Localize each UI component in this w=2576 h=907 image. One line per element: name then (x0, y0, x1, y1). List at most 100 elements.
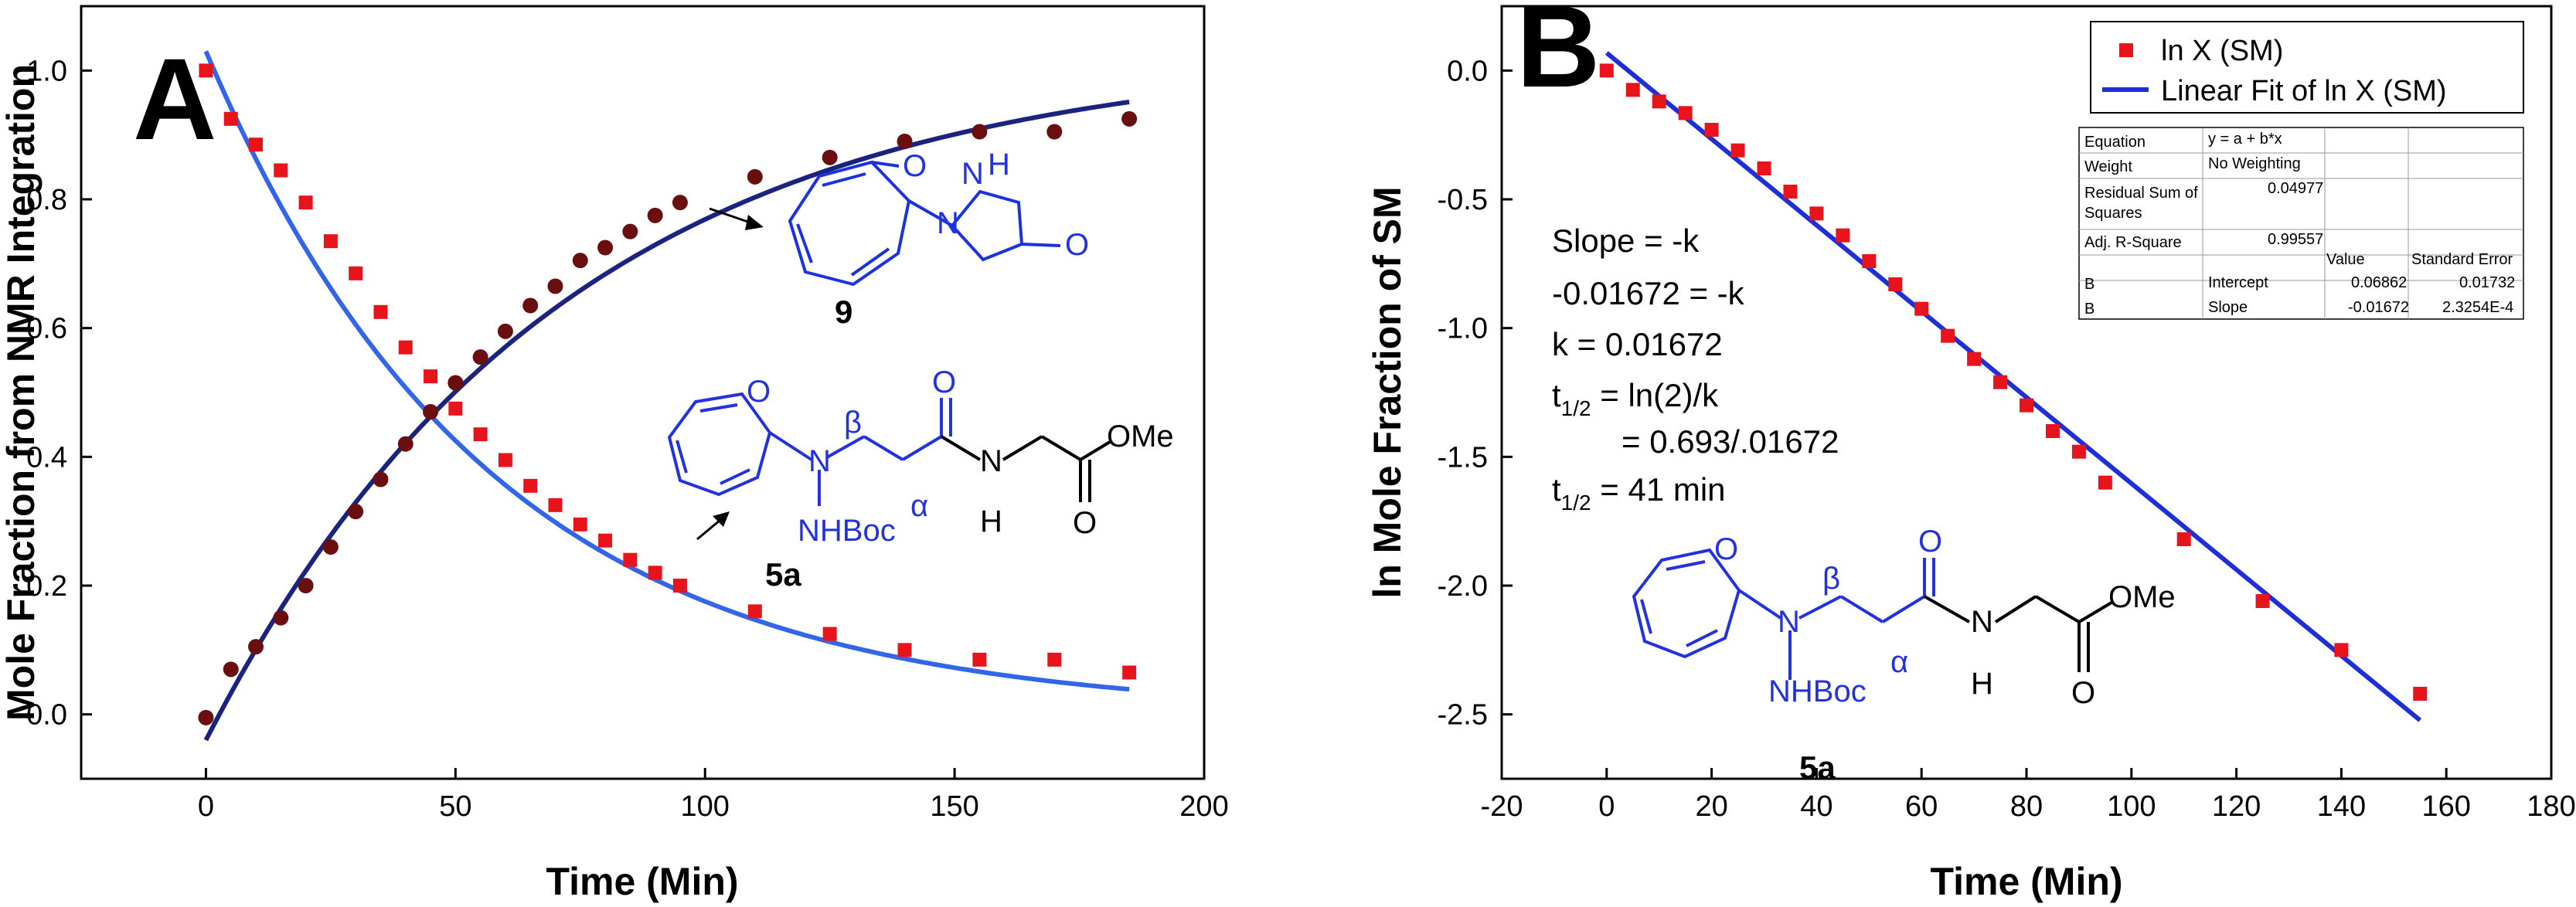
compound-9-structure (788, 160, 1061, 287)
data-point-circle (447, 375, 464, 391)
svg-text:O: O (1073, 506, 1097, 540)
axis-ticks-b: -20 0 20 40 60 80 100 120 140 160 180 -2.5 -2.0 -1.5 -… (1438, 55, 2576, 823)
data-point-circle (597, 239, 614, 256)
data-point-square (972, 652, 987, 667)
x-tick-label: 200 (1179, 790, 1228, 823)
data-point-circle (672, 195, 688, 211)
data-point-square (2045, 424, 2060, 438)
data-point-circle (223, 661, 239, 678)
data-point-circle (198, 709, 214, 725)
data-point-square (1704, 123, 1719, 137)
data-point-circle (1121, 110, 1138, 127)
fit-curve-2 (203, 100, 1130, 742)
y-tick-label: -2.5 (1438, 699, 1488, 732)
svg-text:No Weighting: No Weighting (2208, 155, 2301, 172)
svg-text:N: N (808, 444, 831, 478)
y-tick-label: 0.0 (1447, 55, 1488, 87)
compound-5a-labels-a: O N NHBoc β α O N H O OMe 5a (747, 365, 1174, 593)
fit-line-b (1604, 51, 2422, 722)
data-points-a (198, 63, 1138, 725)
data-point-square (373, 304, 388, 319)
chart-panel-b: -20 0 20 40 60 80 100 120 140 160 180 -2.5 -2.0 -1.5 -… (1366, 0, 2576, 903)
data-point-square (274, 163, 288, 178)
svg-text:N: N (980, 444, 1002, 478)
svg-text:y = a + b*x: y = a + b*x (2208, 131, 2282, 148)
data-point-circle (1046, 124, 1063, 140)
data-point-square (448, 401, 463, 416)
data-point-circle (497, 323, 513, 339)
kinetics-annotation: Slope = -k -0.01672 = -k k = 0.01672 t1/… (1552, 223, 1839, 515)
data-point-circle (747, 168, 763, 185)
svg-text:9: 9 (835, 294, 852, 330)
y-axis-title-b: ln Mole Fraction of SM (1366, 186, 1409, 598)
svg-text:B: B (2084, 276, 2094, 293)
svg-text:NHBoc: NHBoc (798, 514, 896, 548)
data-point-square (672, 579, 687, 593)
data-point-square (1678, 106, 1693, 121)
legend-entry-scatter: ln X (SM) (2161, 35, 2283, 67)
data-point-square (648, 566, 662, 580)
svg-text:Residual Sum of: Residual Sum of (2084, 185, 2198, 202)
y-tick-label: 1.0 (26, 55, 67, 87)
x-tick-label: 20 (1695, 790, 1727, 823)
data-point-square (424, 369, 438, 384)
x-tick-label: 60 (1905, 790, 1938, 823)
x-tick-label: 40 (1800, 790, 1832, 823)
svg-text:H: H (988, 148, 1010, 182)
svg-text:O: O (1714, 532, 1738, 566)
data-point-circle (472, 349, 488, 365)
data-point-square (1862, 254, 1877, 268)
y-tick-label: -0.5 (1438, 184, 1488, 216)
data-point-square (2176, 532, 2191, 546)
svg-text:t1/2 = 41 min: t1/2 = 41 min (1552, 471, 1726, 515)
arrow-head-9 (745, 215, 764, 230)
data-point-square (1783, 185, 1798, 199)
data-point-square (2098, 475, 2112, 490)
svg-text:-0.01672: -0.01672 (2348, 299, 2409, 316)
data-point-circle (822, 149, 838, 165)
svg-text:α: α (1890, 645, 1908, 679)
svg-text:OMe: OMe (2108, 580, 2176, 614)
data-point-circle (972, 124, 988, 140)
data-point-square (1993, 375, 2008, 389)
svg-text:0.01732: 0.01732 (2459, 274, 2515, 291)
data-point-circle (397, 436, 413, 452)
svg-text:N: N (1778, 605, 1800, 639)
x-tick-label: 180 (2527, 790, 2575, 823)
legend-entry-fit: Linear Fit of ln X (SM) (2161, 75, 2447, 107)
x-tick-label: 50 (439, 790, 471, 823)
svg-text:OMe: OMe (1107, 420, 1174, 454)
x-tick-label: 160 (2421, 790, 2470, 823)
x-tick-label: 0 (1598, 790, 1615, 823)
svg-text:B: B (2084, 301, 2094, 318)
data-point-circle (273, 610, 289, 626)
data-point-circle (547, 278, 563, 294)
x-tick-label: 100 (681, 790, 730, 823)
data-point-square (1836, 228, 1850, 243)
data-point-square (1914, 301, 1929, 316)
data-point-square (1652, 94, 1666, 109)
svg-text:Intercept: Intercept (2208, 274, 2268, 291)
svg-text:O: O (932, 365, 956, 399)
y-tick-label: -1.5 (1438, 441, 1488, 474)
data-point-square (2255, 594, 2270, 608)
svg-text:Value: Value (2326, 251, 2365, 268)
data-point-circle (572, 253, 588, 269)
data-point-square (623, 552, 638, 567)
data-point-square (1730, 143, 1745, 158)
data-point-circle (348, 504, 364, 520)
x-tick-label: 140 (2317, 790, 2366, 823)
svg-text:H: H (1971, 667, 1993, 701)
data-point-circle (622, 223, 638, 239)
svg-text:0.99557: 0.99557 (2268, 231, 2323, 248)
x-tick-label: 0 (198, 790, 214, 823)
svg-text:β: β (1822, 562, 1840, 596)
y-tick-label: 0.8 (26, 184, 67, 216)
data-point-square (1047, 652, 1062, 667)
data-point-circle (298, 578, 314, 593)
x-tick-label: 120 (2212, 790, 2261, 823)
data-point-square (548, 498, 563, 512)
svg-text:t1/2 = ln(2)/k: t1/2 = ln(2)/k (1552, 377, 1719, 420)
fit-curve-1 (203, 50, 1130, 692)
plot-frame-a (80, 5, 1206, 780)
